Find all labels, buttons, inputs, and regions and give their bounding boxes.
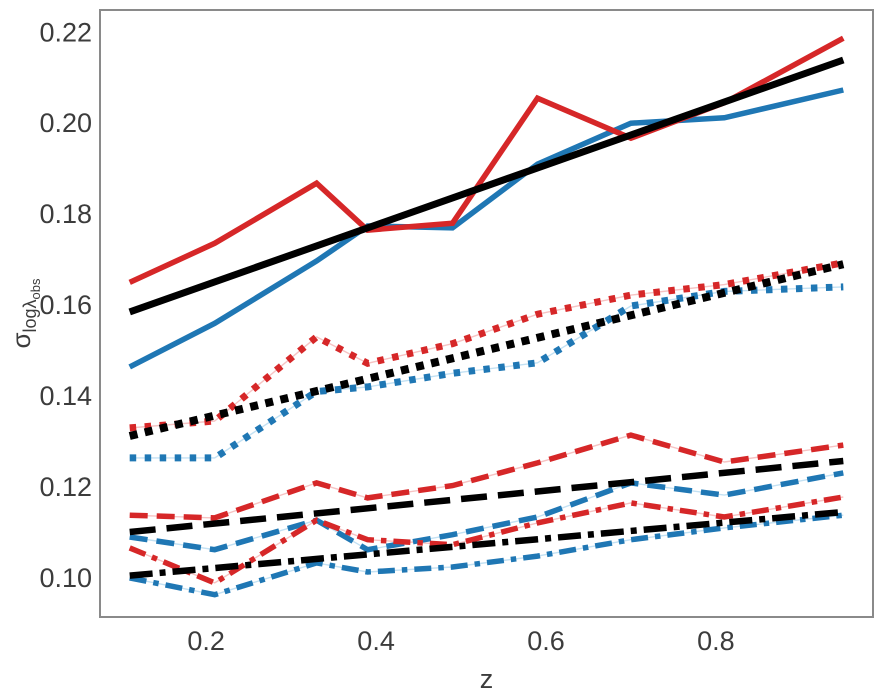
x-tick-label: 0.6 (527, 626, 565, 656)
series-blue-dashed (129, 470, 844, 553)
series-red-dashdot (128, 494, 844, 586)
axes-spines (99, 9, 874, 618)
series-fit-dotted (128, 260, 845, 440)
y-tick-label: 0.10 (39, 563, 92, 593)
series-blue-dashdot (129, 512, 844, 598)
series-blue-solid (128, 87, 844, 370)
x-tick-label: 0.2 (187, 626, 225, 656)
y-axis-label: σlogλobs (6, 278, 43, 349)
x-axis-label: z (480, 664, 494, 694)
y-tick-label: 0.16 (39, 290, 92, 320)
series-fit-solid (128, 56, 845, 316)
series-fit-dashdot (129, 508, 844, 579)
series-red-dotted (129, 259, 844, 432)
y-tick-label: 0.18 (39, 199, 92, 229)
y-tick-label: 0.20 (39, 108, 92, 138)
y-tick-label: 0.12 (39, 472, 92, 502)
x-tick-label: 0.4 (357, 626, 395, 656)
y-tick-label: 0.14 (39, 381, 92, 411)
series-fit-dashed (129, 457, 844, 536)
x-tick-label: 0.8 (697, 626, 735, 656)
series-red-dashed (129, 432, 844, 521)
y-tick-label: 0.22 (39, 17, 92, 47)
